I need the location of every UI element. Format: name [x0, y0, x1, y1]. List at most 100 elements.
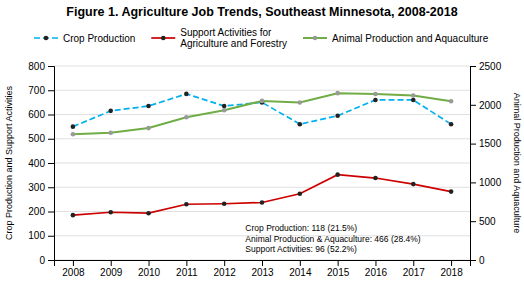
point — [71, 124, 76, 129]
tick-label: 400 — [28, 158, 45, 169]
grid-line — [54, 114, 470, 115]
tick-mark — [470, 260, 476, 261]
tick: 2011 — [176, 260, 198, 278]
tick-mark — [300, 260, 301, 266]
point — [184, 92, 189, 97]
grid-line — [54, 163, 470, 164]
tick-label: 1500 — [479, 138, 502, 149]
y2-axis-title: Animal Production and Aquaculture — [512, 93, 522, 234]
tick-label: 2010 — [138, 267, 161, 278]
legend-item: Support Activities forAgriculture and Fo… — [151, 27, 287, 49]
grid-line — [54, 187, 470, 188]
tick-mark — [149, 260, 150, 266]
tick-mark — [48, 236, 54, 237]
tick-mark — [48, 163, 54, 164]
point — [335, 91, 340, 96]
tick-label: 0 — [39, 255, 45, 266]
plot-area: 2008200920102011201220132014201520162017… — [28, 61, 501, 278]
point — [298, 100, 303, 105]
tick: 2000 — [470, 100, 502, 111]
point — [449, 122, 454, 127]
tick-label: 2013 — [251, 267, 274, 278]
tick: 2009 — [100, 260, 123, 278]
series-group — [71, 91, 454, 218]
series-line — [73, 175, 451, 215]
point — [411, 93, 416, 98]
tick-mark — [375, 260, 376, 266]
tick-label: 1000 — [479, 177, 502, 188]
tick: 2015 — [327, 260, 350, 278]
tick: 2500 — [470, 61, 502, 72]
x-axis: 2008200920102011201220132014201520162017… — [55, 260, 471, 278]
tick: 600 — [28, 109, 54, 120]
annotation-line: Crop Production: 118 (21.5%) — [245, 223, 357, 233]
point — [146, 126, 151, 131]
tick-mark — [48, 66, 54, 67]
point — [335, 172, 340, 177]
tick-mark — [470, 221, 476, 222]
tick-mark — [48, 139, 54, 140]
tick: 100 — [28, 230, 54, 241]
tick-mark — [48, 187, 54, 188]
grid-line — [54, 90, 470, 91]
tick: 0 — [39, 255, 54, 266]
tick: 1000 — [470, 177, 502, 188]
tick-label: 700 — [28, 85, 45, 96]
axis-line — [55, 261, 471, 267]
tick-label: 2017 — [403, 267, 426, 278]
point — [449, 189, 454, 194]
tick-label: 2016 — [365, 267, 388, 278]
legend-item: Animal Production and Aquaculture — [303, 33, 489, 44]
grid-line — [54, 66, 470, 67]
tick-mark — [262, 260, 263, 266]
tick-mark — [73, 260, 74, 266]
tick-mark — [470, 182, 476, 183]
point — [71, 132, 76, 137]
tick: 1500 — [470, 138, 502, 149]
point — [222, 201, 227, 206]
tick: 2010 — [138, 260, 161, 278]
legend-marker — [313, 36, 318, 41]
tick-label: 0 — [479, 255, 485, 266]
point — [411, 98, 416, 103]
point — [260, 99, 265, 104]
tick: 500 — [28, 133, 54, 144]
grid — [54, 66, 470, 260]
tick: 0 — [470, 255, 485, 266]
legend-marker — [161, 36, 166, 41]
point — [146, 104, 151, 109]
point — [298, 191, 303, 196]
point — [222, 108, 227, 113]
legend-item: Crop Production — [34, 33, 135, 44]
tick: 700 — [28, 85, 54, 96]
tick-mark — [470, 105, 476, 106]
tick: 2017 — [403, 260, 426, 278]
y2-axis: 05001000150020002500 — [470, 61, 502, 266]
tick-mark — [48, 212, 54, 213]
axis-line — [48, 67, 55, 261]
tick-label: 2011 — [176, 267, 198, 278]
tick: 400 — [28, 158, 54, 169]
tick-mark — [413, 260, 414, 266]
point — [108, 130, 113, 135]
series-line — [73, 94, 451, 127]
tick: 300 — [28, 182, 54, 193]
point — [146, 211, 151, 216]
legend: Crop Production Support Activities forAgr… — [34, 27, 489, 49]
tick-mark — [48, 115, 54, 116]
tick-mark — [224, 260, 225, 266]
tick: 2013 — [251, 260, 274, 278]
tick-mark — [338, 260, 339, 266]
tick-label: 500 — [28, 133, 45, 144]
tick-label: 2014 — [289, 267, 312, 278]
legend-marker — [44, 36, 49, 41]
point — [108, 109, 113, 114]
point — [335, 113, 340, 118]
tick-label: 800 — [28, 61, 45, 72]
tick: 2016 — [365, 260, 388, 278]
point — [298, 122, 303, 127]
tick: 2018 — [440, 260, 463, 278]
axis-line — [471, 67, 477, 261]
point — [260, 200, 265, 205]
tick-label: 2015 — [327, 267, 350, 278]
